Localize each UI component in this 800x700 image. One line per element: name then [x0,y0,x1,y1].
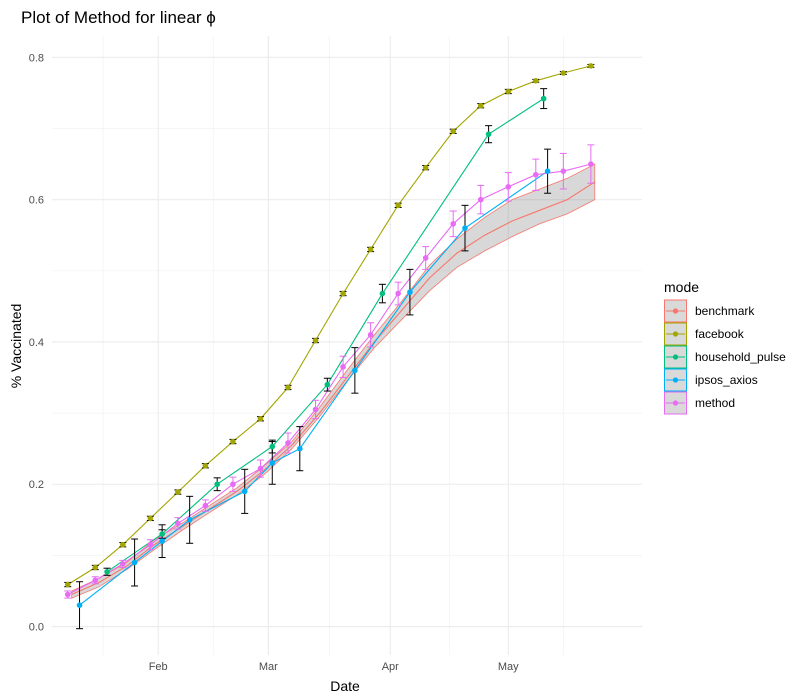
facebook-point [285,384,291,391]
legend-key-point-household-pulse [672,354,679,360]
ipsos-axios-point [544,168,551,174]
method-point [175,520,181,527]
legend-key-point-method [672,400,679,406]
ipsos-axios-point [241,488,248,495]
facebook-point [477,102,484,109]
ipsos-axios-point [269,460,276,466]
household-pulse-point [104,568,110,575]
household-pulse-line [106,98,544,573]
legend: mode benchmark facebook household_pulseips… [664,279,786,415]
ipsos-axios-point [76,602,83,608]
x-tick-label: May [498,661,519,673]
method-point [367,332,374,338]
method-point [560,168,567,174]
legend-label-ipsos-axios: ipsos_axios [695,373,758,387]
facebook-point [505,88,512,95]
ipsos-axios-point [352,367,358,374]
ipsos-axios-point [297,445,303,452]
facebook-point [395,202,401,209]
household-pulse-point [269,443,276,450]
household-pulse-point [214,481,220,488]
method-point [202,502,209,509]
legend-title: mode [664,279,699,295]
x-tick-label: Feb [149,661,168,673]
facebook-line [67,65,592,586]
y-tick-label: 0.8 [29,52,44,64]
data-points [64,63,594,608]
facebook-point [312,337,319,344]
y-tick-labels: 0.0 0.2 0.4 0.6 0.8 [29,52,44,633]
y-axis-title: % Vaccinated [8,304,24,389]
facebook-point [147,515,154,522]
ipsos-axios-point [131,559,138,566]
facebook-point [92,564,99,571]
y-tick-label: 0.6 [29,195,44,207]
facebook-point [367,246,374,253]
method-point [588,161,594,167]
legend-label-facebook: facebook [695,327,745,341]
method-point [340,364,346,370]
facebook-point [588,63,594,69]
method-point [312,406,319,413]
method-point [120,561,126,567]
ribbons [71,163,596,599]
grid [52,36,642,655]
facebook-point [450,128,457,135]
facebook-point [120,541,126,548]
method-point [230,481,236,488]
benchmark-ribbon [71,163,596,599]
y-tick-label: 0.0 [29,622,44,634]
method-point [257,465,264,472]
facebook-point [560,70,567,76]
legend-label-method: method [695,396,735,410]
facebook-point [340,290,346,297]
ipsos-axios-point [159,538,165,544]
legend-label-benchmark: benchmark [695,304,755,318]
y-tick-label: 0.4 [29,337,44,349]
x-tick-labels: Feb Mar Apr May [149,661,519,673]
facebook-point [422,164,429,171]
household-pulse-point [324,381,331,388]
household-pulse-point [379,290,386,297]
household-pulse-point [485,131,492,137]
chart-title: Plot of Method for linear ϕ [21,8,216,27]
method-point [477,196,484,203]
series-lines [67,65,596,606]
facebook-point [533,78,539,84]
household-pulse-point [540,95,547,102]
legend-key-point-benchmark [672,308,679,314]
facebook-point [257,415,264,422]
x-tick-label: Mar [259,661,278,673]
ipsos-axios-point [186,517,193,523]
method-point [147,541,154,548]
facebook-point [230,438,236,445]
method-point [92,577,99,584]
legend-key-point-ipsos-axios [672,377,679,383]
household-pulse-point [159,531,165,537]
legend-key-point-facebook [672,331,679,337]
ipsos-axios-point [462,225,468,231]
method-point [450,221,457,227]
legend-label-household-pulse: household_pulse [695,350,786,364]
method-point [505,184,512,190]
y-tick-label: 0.2 [29,479,44,491]
method-point [285,440,291,446]
benchmark-line [71,181,596,596]
method-point [533,171,539,178]
x-axis-title: Date [330,678,360,694]
method-point [422,255,429,261]
x-tick-label: Apr [382,661,399,673]
method-point [64,591,71,598]
method-line [67,163,592,595]
method-point [395,290,401,297]
facebook-point [202,462,209,469]
facebook-point [64,581,71,588]
facebook-point [175,489,181,495]
ipsos-axios-point [407,289,413,295]
